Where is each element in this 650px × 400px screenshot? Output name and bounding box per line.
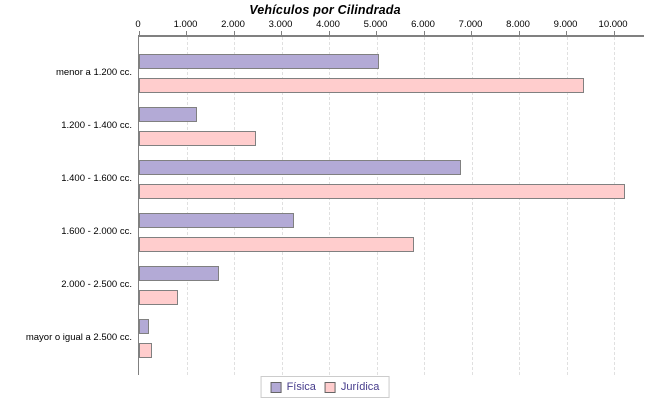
gridline-6000 <box>424 37 426 375</box>
gridline-3000 <box>281 37 283 375</box>
x-axis-tick-mark <box>281 31 283 35</box>
gridline-8000 <box>519 37 521 375</box>
legend-label-juridica: Jurídica <box>340 380 380 393</box>
legend-item-juridica: Jurídica <box>324 380 380 393</box>
category-label: 1.400 - 1.600 cc. <box>61 173 132 184</box>
legend-item-fisica: Física <box>270 380 316 393</box>
category-label: 2.000 - 2.500 cc. <box>61 279 132 290</box>
x-axis-tick-mark <box>471 31 473 35</box>
x-axis-tick-label: 7.000 <box>458 19 483 30</box>
gridline-1000 <box>186 37 188 375</box>
category-label: 1.200 - 1.400 cc. <box>61 120 132 131</box>
gridline-9000 <box>566 37 568 375</box>
gridline-2000 <box>234 37 235 375</box>
x-axis-tick-mark <box>328 31 330 35</box>
x-axis-tick-mark <box>138 31 140 35</box>
gridline-4000 <box>329 37 331 375</box>
bar-juridica-2 <box>139 184 625 199</box>
x-axis-tick-label: 1.000 <box>173 19 198 30</box>
bar-fisica-2 <box>139 160 462 175</box>
x-axis-tick-label: 5.000 <box>363 19 388 30</box>
x-axis-tick-label: 10.000 <box>598 19 628 30</box>
x-axis-tick-labels: 0 1.000 2.000 3.000 4.000 5.000 6.000 7.000 8.00… <box>135 19 643 31</box>
x-axis-tick-mark <box>233 31 235 35</box>
x-axis-tick-label: 3.000 <box>268 19 293 30</box>
gridline-5000 <box>376 37 378 375</box>
x-axis-tick-label: 9.000 <box>553 19 578 30</box>
legend-label-fisica: Física <box>286 380 316 393</box>
category-label: mayor o igual a 2.500 cc. <box>25 332 132 343</box>
bar-fisica-1 <box>139 107 197 122</box>
category-label: menor a 1.200 cc. <box>55 67 132 78</box>
x-axis-tick-label: 2.000 <box>221 19 245 30</box>
legend-swatch-fisica <box>270 381 282 393</box>
gridline-7000 <box>471 37 473 375</box>
gridline-10000 <box>614 37 616 375</box>
bar-juridica-0 <box>139 78 585 93</box>
bar-juridica-1 <box>139 131 257 146</box>
x-axis-tick-label: 8.000 <box>506 19 530 30</box>
bar-fisica-0 <box>139 54 379 69</box>
bar-fisica-5 <box>139 319 149 334</box>
legend: Física Jurídica <box>260 376 390 398</box>
x-axis-tick-mark <box>423 31 425 35</box>
bar-fisica-3 <box>139 213 295 228</box>
x-axis-tick-label: 4.000 <box>316 19 340 30</box>
x-axis-tick-mark <box>186 31 187 35</box>
x-axis-tick-label: 6.000 <box>411 19 435 30</box>
legend-swatch-juridica <box>324 381 336 393</box>
category-label: 1.600 - 2.000 cc. <box>61 226 132 237</box>
chart-title: Vehículos por Cilindrada <box>249 3 401 17</box>
x-axis-tick-mark <box>566 31 568 35</box>
bar-juridica-4 <box>139 290 179 305</box>
bar-juridica-5 <box>139 343 152 358</box>
bar-fisica-4 <box>139 266 219 281</box>
x-axis-tick-mark <box>376 31 378 35</box>
x-axis-tick-mark <box>518 31 520 35</box>
bar-juridica-3 <box>139 237 414 252</box>
x-axis-tick-label: 0 <box>135 19 141 30</box>
x-axis-tick-mark <box>613 31 615 35</box>
plot-area: menor a 1.200 cc. 1.200 - 1.400 cc. 1.400 … <box>26 31 644 375</box>
